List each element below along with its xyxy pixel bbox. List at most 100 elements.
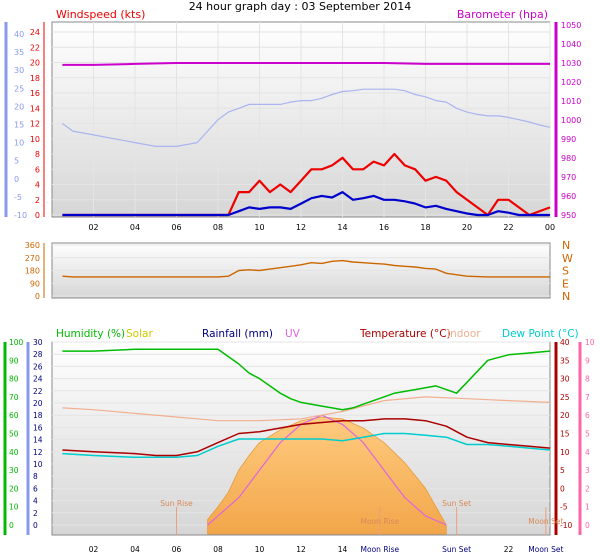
humidity-tick-label: 0: [9, 521, 14, 530]
wind-x-tick-label: 18: [420, 223, 430, 232]
wind-x-tick-label: 12: [296, 223, 306, 232]
temp-tick-label: 15: [560, 430, 570, 439]
uv-tick-label: 7: [585, 393, 590, 402]
climate-x-tick-label: Moon Rise: [361, 545, 400, 554]
wind-x-tick-label: 04: [130, 223, 140, 232]
wind-title: Windspeed (kts): [56, 8, 145, 21]
wind-outer-tick-label: 15: [14, 121, 24, 130]
temp-tick-label: 30: [560, 375, 570, 384]
rain-tick-label: 14: [33, 436, 43, 445]
climate-x-tick-label: 12: [296, 545, 306, 554]
rain-tick-label: 8: [33, 472, 38, 481]
wind-x-tick-label: 02: [88, 223, 98, 232]
compass-label: N: [562, 290, 570, 303]
uv-tick-label: 8: [585, 375, 590, 384]
wind-x-tick-label: 20: [462, 223, 472, 232]
wind-tick-label: 20: [30, 59, 40, 68]
baro-title: Barometer (hpa): [457, 8, 548, 21]
baro-tick-label: 970: [561, 173, 576, 182]
rain-tick-label: 10: [33, 460, 43, 469]
temp-tick-label: -10: [560, 521, 572, 530]
humidity-tick-label: 30: [9, 466, 19, 475]
wind-outer-tick-label: 30: [14, 66, 24, 75]
event-annotation: Sun Rise: [160, 499, 193, 508]
uv-tick-label: 9: [585, 356, 590, 365]
uv-tick-label: 10: [585, 338, 595, 347]
climate-x-tick-label: 02: [89, 545, 99, 554]
climate-x-tick-label: 22: [504, 545, 514, 554]
temp-tick-label: -5: [560, 503, 568, 512]
temp-tick-label: 0: [560, 484, 565, 493]
legend-entry: Rainfall (mm): [202, 328, 273, 340]
event-annotation: Sun Set: [442, 499, 471, 508]
rain-tick-label: 18: [33, 411, 43, 420]
legend-entry: Humidity (%): [56, 328, 125, 340]
humidity-tick-label: 20: [9, 484, 19, 493]
indoor-trace: [62, 396, 551, 422]
baro-tick-label: 1040: [561, 40, 581, 49]
humidity-tick-label: 80: [9, 375, 19, 384]
uv-tick-label: 5: [585, 430, 590, 439]
direction-trace: [62, 259, 550, 278]
temp-tick-label: 25: [560, 393, 570, 402]
humidity-tick-label: 60: [9, 411, 19, 420]
rain-tick-label: 20: [33, 399, 43, 408]
solar-area: [207, 416, 447, 535]
rain-tick-label: 22: [33, 387, 43, 396]
climate-x-tick-label: Moon Set: [528, 545, 563, 554]
rain-tick-label: 26: [33, 362, 43, 371]
event-annotation: Moon Set: [528, 517, 563, 526]
wind-x-tick-label: 16: [379, 223, 389, 232]
rain-tick-label: 6: [33, 484, 38, 493]
wind-tick-label: 4: [35, 181, 40, 190]
humidity-tick-label: 50: [9, 430, 19, 439]
wind-tick-label: 16: [30, 89, 40, 98]
compass-label: N: [562, 239, 570, 252]
wind-x-tick-label: 14: [337, 223, 347, 232]
baro-tick-label: 1010: [561, 97, 581, 106]
wind-tick-label: 6: [35, 165, 40, 174]
baro-tick-label: 990: [561, 135, 576, 144]
legend-entry: Solar: [126, 328, 153, 340]
rain-tick-label: 4: [33, 497, 38, 506]
direction-tick-label: 0: [35, 292, 40, 301]
baro-tick-label: 1000: [561, 116, 581, 125]
compass-label: S: [562, 265, 569, 278]
humidity-tick-label: 100: [9, 338, 24, 347]
wind-outer-tick-label: 25: [14, 84, 24, 93]
temp-tick-label: 35: [560, 356, 570, 365]
wind-tick-label: 22: [30, 43, 40, 52]
wind-tick-label: 0: [35, 211, 40, 220]
wind-tick-label: 12: [30, 120, 40, 129]
temp-tick-label: 40: [560, 338, 570, 347]
wind-outer-tick-label: -10: [14, 211, 27, 220]
temperature-trace: [62, 418, 551, 457]
baro-tick-label: 1030: [561, 59, 581, 68]
humidity-tick-label: 40: [9, 448, 19, 457]
humidity-tick-label: 70: [9, 393, 19, 402]
wind-outer-tick-label: 0: [14, 175, 19, 184]
humidity-tick-label: 10: [9, 503, 19, 512]
temp-tick-label: 5: [560, 466, 565, 475]
climate-x-tick-label: 06: [172, 545, 182, 554]
direction-tick-label: 90: [30, 279, 40, 288]
wind-outer-tick-label: -5: [14, 193, 22, 202]
wind-tick-label: 2: [35, 196, 40, 205]
legend-entry: Indoor: [447, 328, 481, 340]
climate-x-tick-label: 04: [130, 545, 140, 554]
wind-x-tick-label: 08: [213, 223, 223, 232]
rain-tick-label: 2: [33, 509, 38, 518]
uv-tick-label: 0: [585, 521, 590, 530]
rain-tick-label: 28: [33, 350, 43, 359]
legend-entry: UV: [285, 328, 301, 340]
wind-tick-label: 24: [30, 28, 40, 37]
wind-tick-label: 14: [30, 104, 40, 113]
climate-x-tick-label: 10: [255, 545, 265, 554]
wind-tick-label: 8: [35, 150, 40, 159]
event-annotation: Moon Rise: [361, 517, 400, 526]
rain-tick-label: 30: [33, 338, 43, 347]
baro-line: [62, 62, 550, 66]
wind-outer-tick-label: 5: [14, 157, 19, 166]
climate-x-tick-label: 08: [213, 545, 223, 554]
